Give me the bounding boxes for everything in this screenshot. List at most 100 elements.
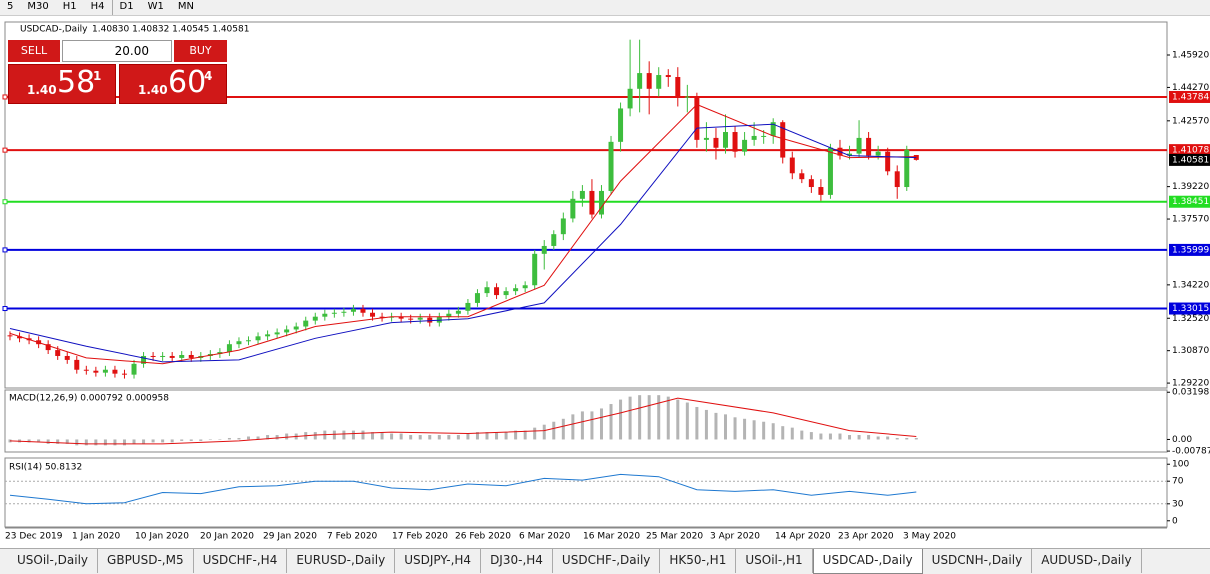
- candle-body: [503, 291, 509, 296]
- macd-bar: [266, 435, 270, 440]
- macd-bar: [580, 411, 584, 440]
- chart-tab[interactable]: AUDUSD-,Daily: [1032, 549, 1142, 573]
- y-tick-label: -0.007879: [1172, 447, 1210, 457]
- chart-tab[interactable]: HK50-,H1: [660, 549, 737, 573]
- timeframe-button[interactable]: D1: [119, 1, 134, 12]
- timeframe-button[interactable]: MN: [177, 1, 194, 12]
- candle-body: [427, 317, 433, 323]
- chart-tab[interactable]: USOil-,H1: [736, 549, 813, 573]
- candle-body: [7, 335, 13, 337]
- candle-body: [808, 179, 814, 188]
- candle-body: [598, 190, 604, 215]
- macd-bar: [514, 430, 518, 440]
- macd-bar: [332, 430, 336, 440]
- candle-body: [160, 355, 166, 357]
- macd-bar: [208, 439, 212, 440]
- macd-bar: [724, 414, 727, 440]
- timeframe-button[interactable]: W1: [147, 1, 164, 12]
- x-tick-label: 23 Apr 2020: [838, 532, 894, 542]
- macd-bar: [771, 423, 775, 440]
- macd-bar: [466, 433, 470, 440]
- x-tick-label: 1 Jan 2020: [72, 532, 120, 542]
- candle-body: [770, 122, 776, 136]
- sell-button[interactable]: SELL: [8, 40, 60, 62]
- macd-bar: [542, 424, 546, 440]
- candle-body: [885, 151, 891, 172]
- timeframe-button[interactable]: H4: [84, 0, 113, 15]
- macd-bar: [800, 430, 804, 440]
- macd-bar: [571, 414, 575, 440]
- level-marker: [2, 306, 8, 312]
- macd-bar: [848, 435, 852, 440]
- candle-body: [83, 369, 89, 371]
- candle-body: [226, 344, 232, 353]
- level-label-box: [1169, 90, 1210, 103]
- candle-body: [875, 151, 881, 156]
- macd-bar: [56, 439, 60, 444]
- macd-bar: [84, 439, 88, 446]
- candle-body: [694, 96, 700, 140]
- macd-bar: [819, 433, 823, 440]
- candle-body: [121, 373, 127, 375]
- macd-bar: [619, 399, 623, 440]
- macd-bar: [237, 437, 241, 440]
- y-tick-label: 1.44270: [1172, 83, 1209, 93]
- candle-body: [255, 336, 261, 341]
- candle-body: [570, 198, 576, 219]
- candle-body: [541, 245, 547, 254]
- macd-bar: [733, 417, 737, 440]
- timeframe-button[interactable]: 5: [7, 1, 14, 12]
- price-pips: 60: [168, 65, 207, 100]
- level-marker: [2, 247, 8, 253]
- candle-body: [894, 171, 900, 188]
- macd-bar: [790, 427, 794, 440]
- chart-tabs: USOil-,Daily GBPUSD-,M5 USDCHF-,H4 EURUSD-,…: [0, 548, 1210, 574]
- macd-bar: [905, 437, 909, 440]
- price-pips: 58: [57, 65, 96, 100]
- level-label-box: [1169, 243, 1210, 256]
- macd-bar: [638, 395, 642, 440]
- buy-button[interactable]: BUY: [174, 40, 227, 62]
- y-tick-label: 100: [1172, 460, 1189, 470]
- candle-body: [398, 316, 404, 319]
- candle-body: [494, 287, 500, 296]
- candle-body: [303, 320, 309, 327]
- lot-input[interactable]: 20.00: [62, 40, 172, 62]
- macd-bar: [75, 439, 79, 446]
- macd-bar: [714, 412, 718, 440]
- candle-body: [522, 285, 528, 289]
- candle-body: [474, 293, 480, 303]
- sell-price[interactable]: 1.40 58 1: [8, 64, 116, 104]
- level-label: 1.33015: [1172, 304, 1209, 314]
- timeframe-button[interactable]: H1: [62, 1, 77, 12]
- chart-tab[interactable]: DJ30-,H4: [481, 549, 553, 573]
- chart-tab[interactable]: EURUSD-,Daily: [287, 549, 396, 573]
- macd-bar: [189, 439, 193, 441]
- chart-tab[interactable]: USDCHF-,H4: [194, 549, 288, 573]
- candle-body: [560, 218, 566, 235]
- y-tick-label: 1.32520: [1172, 314, 1209, 324]
- x-tick-label: 26 Feb 2020: [455, 532, 511, 542]
- candle-body: [713, 137, 719, 148]
- candle-body: [379, 316, 385, 318]
- macd-bar: [867, 435, 871, 440]
- macd-panel: [4, 389, 1168, 453]
- candle-body: [169, 355, 175, 358]
- chart-tab[interactable]: GBPUSD-,M5: [98, 549, 194, 573]
- candle-body: [551, 234, 557, 246]
- chart-tab[interactable]: USOil-,Daily: [8, 549, 99, 573]
- buy-price[interactable]: 1.40 60 4: [119, 64, 227, 104]
- candle-body: [64, 355, 70, 360]
- macd-bar: [437, 435, 441, 440]
- chart-tab[interactable]: USDCAD-,Daily: [812, 549, 923, 574]
- macd-bar: [132, 439, 136, 444]
- candle-body: [904, 149, 910, 188]
- macd-bar: [828, 433, 832, 440]
- candle-body: [684, 96, 690, 98]
- chart-tab[interactable]: USDCHF-,Daily: [553, 549, 661, 573]
- macd-bar: [170, 439, 174, 443]
- timeframe-button[interactable]: M30: [27, 1, 49, 12]
- macd-bar: [609, 404, 613, 440]
- chart-tab[interactable]: USDCNH-,Daily: [923, 549, 1033, 573]
- chart-tab[interactable]: USDJPY-,H4: [395, 549, 482, 573]
